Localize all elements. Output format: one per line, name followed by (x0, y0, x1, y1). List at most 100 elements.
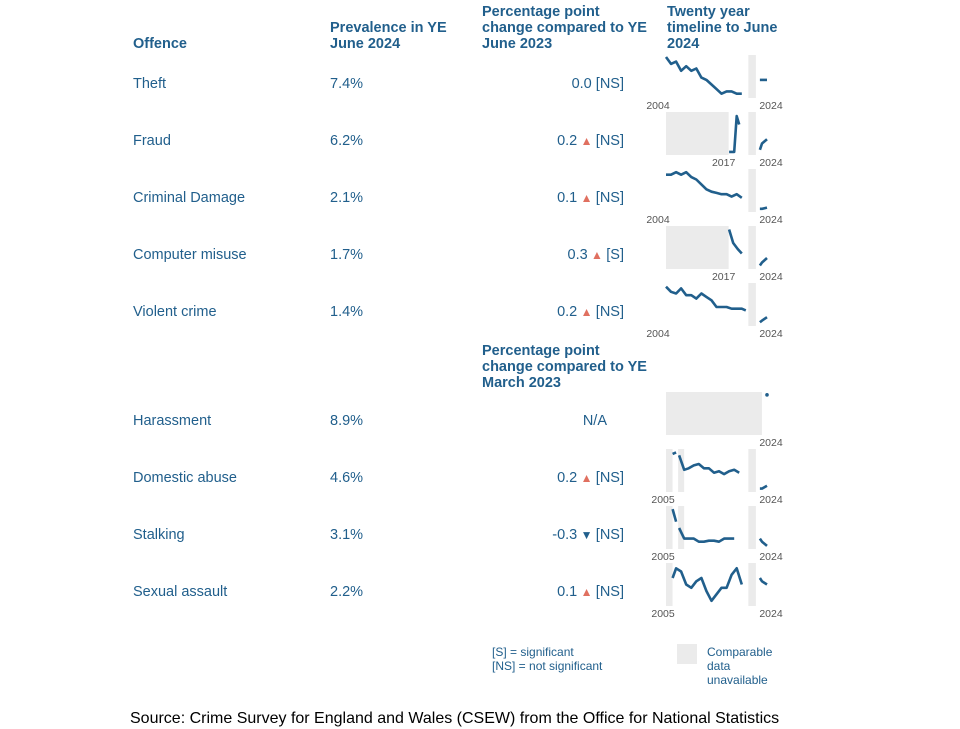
unavailable-band (666, 112, 729, 155)
source-note: Source: Crime Survey for England and Wal… (130, 710, 780, 727)
significance-label: [NS] (595, 190, 624, 206)
tick-label-end: 2024 (759, 214, 783, 226)
series-line (677, 527, 735, 543)
prevalence-value: 8.9% (330, 413, 364, 429)
unavailable-band (678, 506, 685, 549)
sparkline: 2017 2024 (666, 112, 783, 169)
unavailable-band (748, 506, 756, 549)
unavailable-band (748, 169, 756, 212)
unavailable-band (666, 563, 673, 606)
series-line (758, 577, 768, 586)
change-number: 0.3 (567, 247, 588, 263)
tick-label-end: 2024 (759, 157, 783, 169)
change-value: N/A (540, 413, 607, 429)
series-line (664, 56, 742, 95)
series-line (671, 567, 744, 603)
series-line (729, 114, 741, 154)
change-number: 0.1 (557, 190, 578, 206)
offence-name: Domestic abuse (133, 470, 237, 486)
tick-label-end: 2024 (759, 271, 783, 283)
legend-not-significant: [NS] = not significant (492, 659, 603, 673)
sparkline: 2017 2024 (666, 226, 783, 283)
change-number: N/A (582, 413, 607, 429)
unavailable-band (748, 449, 756, 492)
tick-label-start: 2005 (651, 551, 675, 563)
change-value: 0.2 ▲ [NS] (470, 304, 624, 320)
data-point (765, 393, 769, 397)
series-line (759, 484, 768, 490)
offence-name: Sexual assault (133, 584, 228, 600)
sparkline: 2005 2024 (651, 563, 783, 620)
change-number: 0.2 (557, 470, 578, 486)
change-number: -0.3 (552, 527, 578, 543)
header-change-march: Percentage point change compared to YE M… (482, 343, 647, 391)
up-arrow-icon: ▲ (587, 248, 607, 262)
series-line (758, 257, 768, 267)
tick-label-start: 2017 (712, 157, 736, 169)
series-line (758, 138, 768, 151)
prevalence-value: 2.1% (330, 190, 364, 206)
offence-name: Stalking (133, 527, 185, 543)
unavailable-band (748, 563, 756, 606)
legend-unavailable-swatch (677, 644, 697, 664)
unavailable-band (748, 283, 756, 326)
change-value: 0.2 ▲ [NS] (470, 133, 624, 149)
unavailable-band (666, 226, 729, 269)
unavailable-band (748, 55, 756, 98)
change-value: 0.0 [NS] (470, 76, 624, 92)
tick-label-end: 2024 (759, 328, 783, 340)
header-timeline: Twenty year timeline to June 2024 (667, 4, 778, 52)
series-line (677, 454, 740, 476)
sparkline: 2005 2024 (651, 506, 783, 563)
unavailable-band (748, 226, 756, 269)
unavailable-band (666, 392, 762, 435)
legend-unavailable: Comparable data unavailable (707, 645, 773, 687)
up-arrow-icon: ▲ (577, 471, 596, 485)
change-number: 0.2 (557, 133, 578, 149)
prevalence-value: 1.4% (330, 304, 364, 320)
up-arrow-icon: ▲ (577, 191, 596, 205)
unavailable-band (666, 506, 673, 549)
change-value: 0.1 ▲ [NS] (470, 584, 624, 600)
offence-name: Fraud (133, 133, 171, 149)
sparkline: 2024 (666, 392, 783, 449)
header-prevalence: Prevalence in YE June 2024 (330, 20, 447, 52)
sparkline: 2004 2024 (646, 283, 783, 340)
tick-label-start: 2004 (646, 328, 670, 340)
change-value: 0.1 ▲ [NS] (470, 190, 624, 206)
header-offence: Offence (133, 36, 187, 52)
tick-label-start: 2005 (651, 494, 675, 506)
prevalence-value: 7.4% (330, 76, 364, 92)
series-line (758, 537, 768, 547)
tick-label-start: 2017 (712, 271, 736, 283)
change-value: 0.3 ▲ [S] (470, 247, 624, 263)
sparkline: 2004 2024 (646, 169, 783, 226)
series-line (666, 170, 743, 199)
header-change-june: Percentage point change compared to YE J… (482, 4, 647, 52)
prevalence-value: 4.6% (330, 470, 364, 486)
significance-label: [NS] (595, 527, 624, 543)
legend-significant: [S] = significant (492, 645, 574, 659)
tick-label-start: 2005 (651, 608, 675, 620)
series-line (727, 229, 743, 255)
tick-label-start: 2004 (646, 214, 670, 226)
prevalence-value: 1.7% (330, 247, 364, 263)
series-line (759, 206, 768, 211)
significance-label: [NS] (595, 76, 624, 92)
series-line (671, 508, 678, 523)
significance-label: [NS] (595, 304, 624, 320)
offence-name: Harassment (133, 413, 212, 429)
tick-label-end: 2024 (759, 608, 783, 620)
change-number: 0.1 (557, 584, 578, 600)
unavailable-band (748, 112, 756, 155)
series-line (759, 316, 768, 324)
offence-name: Violent crime (133, 304, 217, 320)
offence-name: Theft (133, 76, 167, 92)
change-value: 0.2 ▲ [NS] (470, 470, 624, 486)
significance-label: [NS] (595, 470, 624, 486)
up-arrow-icon: ▲ (577, 585, 596, 599)
tick-label-start: 2004 (646, 100, 670, 112)
prevalence-value: 6.2% (330, 133, 364, 149)
unavailable-band (666, 449, 673, 492)
